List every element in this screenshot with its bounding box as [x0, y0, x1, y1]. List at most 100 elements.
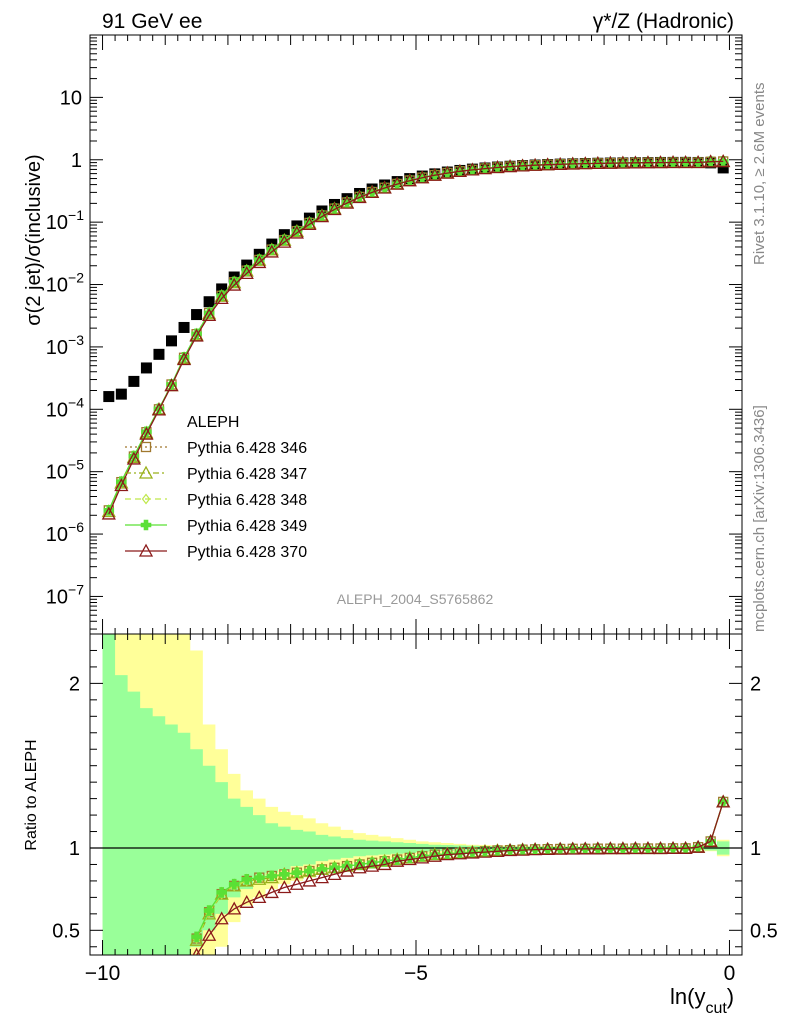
legend-marker: [140, 519, 152, 531]
ratio-point: [440, 847, 455, 861]
data-point: [252, 255, 267, 269]
ratio-point: [427, 848, 442, 862]
ratio-point: [289, 876, 304, 890]
data-point: [253, 254, 265, 266]
ratio-pythia-6-428-370: [192, 794, 731, 955]
data-point: [239, 266, 254, 280]
data-point: [553, 156, 568, 170]
ratio-point: [716, 794, 731, 808]
data-point: [653, 155, 668, 169]
data-point: [339, 195, 355, 209]
header-left: 91 GeV ee: [102, 10, 202, 33]
ratio-point: [640, 841, 656, 855]
legend-label: ALEPH: [187, 414, 239, 431]
series-pythia-6-428-349: [103, 156, 729, 516]
ratio-point: [366, 857, 378, 869]
ratio-point: [314, 870, 330, 884]
data-point: [603, 155, 618, 169]
legend-label: Pythia 6.428 349: [187, 518, 307, 535]
legend-marker: [138, 543, 154, 557]
ratio-point: [553, 841, 568, 855]
ratio-point: [216, 887, 227, 898]
data-point: [264, 244, 279, 258]
ratio-point: [653, 841, 668, 855]
data-point: [717, 162, 729, 174]
x-tick-label: −10: [85, 962, 121, 985]
ratio-point: [402, 852, 417, 866]
data-point: [228, 276, 240, 288]
ratio-series: [189, 794, 731, 955]
data-point: [126, 451, 141, 465]
ratio-point: [339, 863, 355, 877]
data-point: [452, 163, 467, 177]
ratio-point: [327, 866, 342, 880]
series-aleph: [103, 156, 729, 403]
ratio-point: [615, 841, 630, 855]
ratio-point: [239, 894, 254, 908]
data-point: [427, 167, 442, 181]
data-point: [678, 155, 693, 169]
data-point: [314, 209, 330, 223]
ratio-point: [452, 846, 467, 860]
data-point: [565, 156, 580, 170]
ratio-y-tick-label: 2: [69, 673, 80, 695]
data-point: [703, 154, 718, 168]
data-point: [528, 157, 543, 171]
ratio-point: [528, 842, 543, 856]
data-point: [214, 291, 229, 305]
x-tick-label: −5: [404, 962, 428, 985]
data-point: [241, 265, 253, 276]
legend-marker: [141, 493, 151, 505]
main-y-tick-label: 10−4: [46, 394, 84, 421]
data-point: [390, 176, 405, 190]
data-point: [327, 202, 342, 216]
x-axis-label: ln(ycut): [670, 984, 734, 1017]
legend-marker: [140, 441, 152, 453]
data-point: [289, 225, 304, 239]
data-point: [515, 158, 530, 172]
ratio-point: [354, 859, 365, 870]
data-point: [490, 160, 505, 174]
data-point: [302, 216, 317, 230]
data-point: [151, 402, 167, 416]
ratio-point: [277, 880, 292, 894]
legend-entry: Pythia 6.428 346: [125, 440, 307, 457]
data-point: [128, 375, 140, 387]
ratio-point: [691, 839, 706, 853]
ratio-point: [203, 905, 215, 916]
ratio-point: [628, 841, 643, 855]
ratio-point: [252, 890, 267, 904]
data-point: [578, 156, 593, 170]
data-point: [628, 155, 643, 169]
legend-label: Pythia 6.428 346: [187, 440, 307, 457]
data-point: [279, 234, 290, 246]
legend-entry: Pythia 6.428 347: [125, 465, 307, 483]
data-point: [191, 309, 203, 321]
main-y-tick-label: 10−6: [46, 519, 84, 546]
legend-entry: ALEPH: [187, 414, 239, 431]
main-series: [101, 154, 731, 520]
main-y-tick-label: 10−1: [46, 207, 84, 234]
data-point: [266, 244, 278, 255]
data-point: [139, 426, 154, 440]
legend-entry: Pythia 6.428 370: [125, 543, 307, 561]
main-axes: 10−7 10−6 10−5 10−4 10−3 10−2 10−1 1 10: [46, 34, 743, 635]
main-y-tick-label: 10−2: [46, 270, 84, 297]
data-point: [477, 161, 493, 175]
ratio-point: [540, 841, 555, 855]
data-point: [352, 190, 367, 204]
legend-entry: Pythia 6.428 349: [125, 518, 307, 535]
data-point: [665, 155, 681, 169]
ratio-point: [228, 878, 240, 890]
ratio-point: [202, 927, 217, 941]
header-right: γ*/Z (Hadronic): [593, 10, 734, 33]
ratio-point: [379, 855, 390, 867]
series-pythia-6-428-370: [101, 154, 731, 520]
main-y-tick-label: 10−5: [46, 457, 84, 484]
data-point: [166, 335, 177, 347]
ratio-point: [490, 843, 505, 857]
data-point: [227, 277, 242, 291]
analysis-label: ALEPH_2004_S5765862: [337, 591, 494, 607]
data-point: [291, 225, 303, 237]
